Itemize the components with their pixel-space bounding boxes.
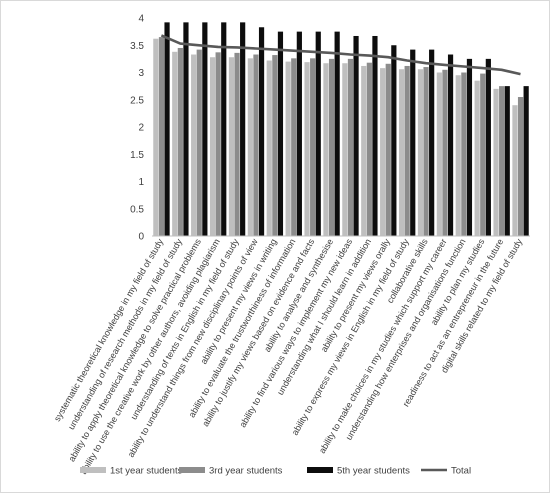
legend: 1st year students 3rd year students 5th ye… [80,466,471,477]
bar-3rd-year-students-14 [404,65,410,237]
bar-1st-year-students-18 [474,80,480,236]
legend-swatch [179,467,205,473]
bar-1st-year-students-20 [512,105,518,236]
bar-3rd-year-students-19 [499,86,505,236]
bar-3rd-year-students-6 [253,54,259,236]
bar-3rd-year-students-12 [366,62,372,236]
bar-5th-year-students-4 [221,22,227,236]
y-tick-label: 2.5 [130,95,144,106]
bar-5th-year-students-5 [240,22,246,236]
bar-5th-year-students-14 [410,49,416,236]
bar-3rd-year-students-7 [272,55,278,237]
y-tick-label: 1 [138,177,144,188]
bar-5th-year-students-11 [353,35,359,236]
bar-5th-year-students-17 [466,58,473,236]
bar-1st-year-students-11 [342,63,348,236]
bar-5th-year-students-9 [315,31,321,236]
bar-5th-year-students-15 [429,49,435,236]
bar-3rd-year-students-16 [442,69,448,237]
bar-1st-year-students-1 [153,38,159,237]
bar-3rd-year-students-15 [423,67,429,236]
y-tick-label: 0.5 [130,204,144,215]
bar-5th-year-students-18 [485,58,491,236]
legend-swatch [80,467,106,473]
y-axis: 0 0.5 1 1.5 2 2.5 3 3.5 4 [130,14,144,243]
bar-1st-year-students-2 [172,51,178,236]
y-tick-label: 4 [138,14,144,25]
bar-3rd-year-students-11 [347,58,354,236]
bar-3rd-year-students-20 [517,97,524,237]
bar-1st-year-students-7 [266,60,272,237]
bar-1st-year-students-6 [247,58,253,236]
y-tick-label: 1.5 [130,150,144,161]
bar-5th-year-students-20 [523,86,529,236]
bar-1st-year-students-19 [493,88,499,236]
bar-5th-year-students-13 [391,45,397,236]
bar-5th-year-students-10 [334,31,340,236]
bar-1st-year-students-17 [455,75,461,236]
bar-5th-year-students-8 [296,31,302,236]
y-tick-label: 2 [138,123,144,134]
total-line [160,34,521,76]
legend-swatch [307,467,333,473]
bar-5th-year-students-2 [183,22,189,236]
bar-5th-year-students-1 [164,22,170,236]
bar-3rd-year-students-4 [215,52,221,237]
bar-5th-year-students-19 [504,86,510,236]
total-line-group [160,34,521,76]
legend-label: 1st year students [110,466,183,477]
bars [153,22,529,237]
bar-5th-year-students-3 [202,22,208,236]
bar-3rd-year-students-18 [480,73,486,236]
bar-5th-year-students-6 [258,27,265,236]
bar-1st-year-students-13 [380,68,386,236]
bar-5th-year-students-12 [372,35,378,236]
bar-5th-year-students-7 [277,31,284,236]
legend-label: 3rd year students [209,466,283,477]
bar-1st-year-students-8 [285,61,291,236]
bar-3rd-year-students-5 [234,52,240,236]
bar-1st-year-students-3 [191,54,197,236]
bar-1st-year-students-9 [304,62,310,236]
bar-1st-year-students-10 [323,63,329,236]
legend-label: Total [451,466,471,477]
bar-1st-year-students-12 [361,65,367,237]
bar-3rd-year-students-9 [310,58,316,236]
bar-3rd-year-students-2 [177,47,183,236]
bar-3rd-year-students-13 [385,63,391,236]
legend-label: 5th year students [337,466,410,477]
y-tick-label: 3 [138,68,144,79]
bar-3rd-year-students-8 [291,58,297,236]
bar-1st-year-students-4 [209,57,216,236]
bar-5th-year-students-16 [447,54,454,236]
bar-3rd-year-students-10 [328,58,335,236]
bar-3rd-year-students-1 [158,37,165,237]
y-tick-label: 3.5 [130,41,144,52]
bar-3rd-year-students-3 [196,49,202,236]
bar-1st-year-students-5 [228,57,235,236]
bar-1st-year-students-16 [436,72,442,236]
bar-3rd-year-students-17 [461,72,467,236]
bar-1st-year-students-15 [417,69,424,236]
bar-1st-year-students-14 [398,69,405,236]
y-tick-label: 0 [138,232,144,243]
